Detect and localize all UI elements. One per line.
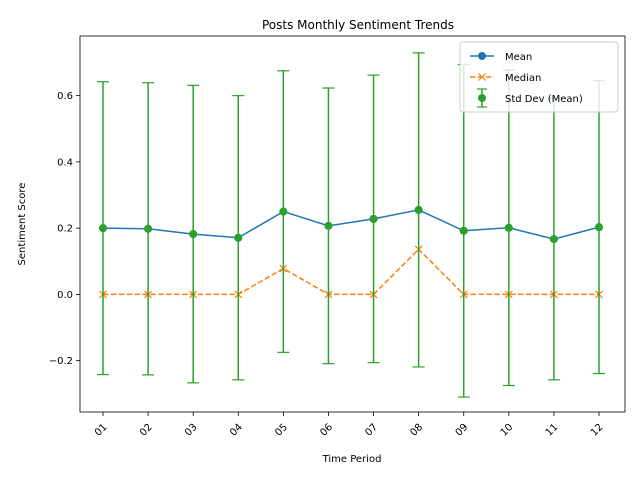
legend-label: Mean: [505, 52, 532, 63]
std-errorbar: [322, 87, 335, 365]
std-point: [549, 235, 558, 244]
x-tick-label: 01: [93, 422, 110, 439]
std-errorbar: [277, 70, 290, 353]
x-tick-label: 11: [544, 422, 561, 439]
x-tick-label: 04: [228, 422, 245, 439]
y-tick-label: 0.0: [57, 290, 73, 301]
legend: Mean Median Std Dev (Mean): [459, 41, 619, 113]
std-point: [504, 223, 513, 232]
x-tick-label: 06: [318, 422, 335, 439]
chart-title: Posts Monthly Sentiment Trends: [262, 18, 454, 32]
std-point: [324, 221, 333, 230]
std-errorbar: [367, 74, 380, 364]
std-point: [459, 226, 468, 235]
std-errorbar: [142, 82, 155, 376]
std-errorbar: [187, 84, 200, 384]
legend-label: Median: [505, 73, 541, 84]
x-tick-label: 12: [589, 422, 606, 439]
std-point: [414, 205, 423, 214]
std-point: [234, 233, 243, 242]
std-errorbar: [412, 52, 425, 368]
x-tick-label: 02: [138, 422, 155, 439]
x-tick-label: 09: [454, 422, 471, 439]
legend-box: [459, 41, 619, 113]
x-tick-label: 08: [408, 422, 425, 439]
x-tick-label: 10: [499, 422, 516, 439]
mean-series-line: [102, 209, 600, 240]
legend-entry-median: Median: [470, 73, 541, 84]
std-point: [99, 224, 107, 233]
y-tick-label: 0.4: [57, 157, 73, 168]
plot-frame: [79, 35, 626, 413]
std-point: [595, 223, 603, 232]
x-tick-label: 03: [183, 422, 200, 439]
legend-entry-std: Std Dev (Mean): [477, 88, 583, 108]
legend-label: Std Dev (Mean): [505, 94, 583, 105]
std-point: [189, 230, 198, 239]
y-axis-label: Sentiment Score: [17, 183, 28, 266]
std-errorbar: [593, 80, 605, 375]
std-errorbar: [97, 81, 109, 376]
x-tick-label: 07: [363, 422, 380, 439]
legend-entry-mean: Mean: [470, 52, 532, 63]
y-tick-label: 0.6: [57, 91, 73, 102]
y-tick-label: −0.2: [49, 356, 73, 367]
std-errorbar: [547, 97, 560, 381]
std-point: [279, 207, 288, 216]
std-point: [369, 214, 378, 223]
y-tick-label: 0.2: [57, 224, 73, 235]
x-tick-label: 05: [273, 422, 290, 439]
median-series-line: [103, 248, 599, 296]
x-axis-label: Time Period: [322, 454, 382, 465]
std-point: [144, 224, 153, 233]
std-errorbar: [232, 95, 245, 381]
